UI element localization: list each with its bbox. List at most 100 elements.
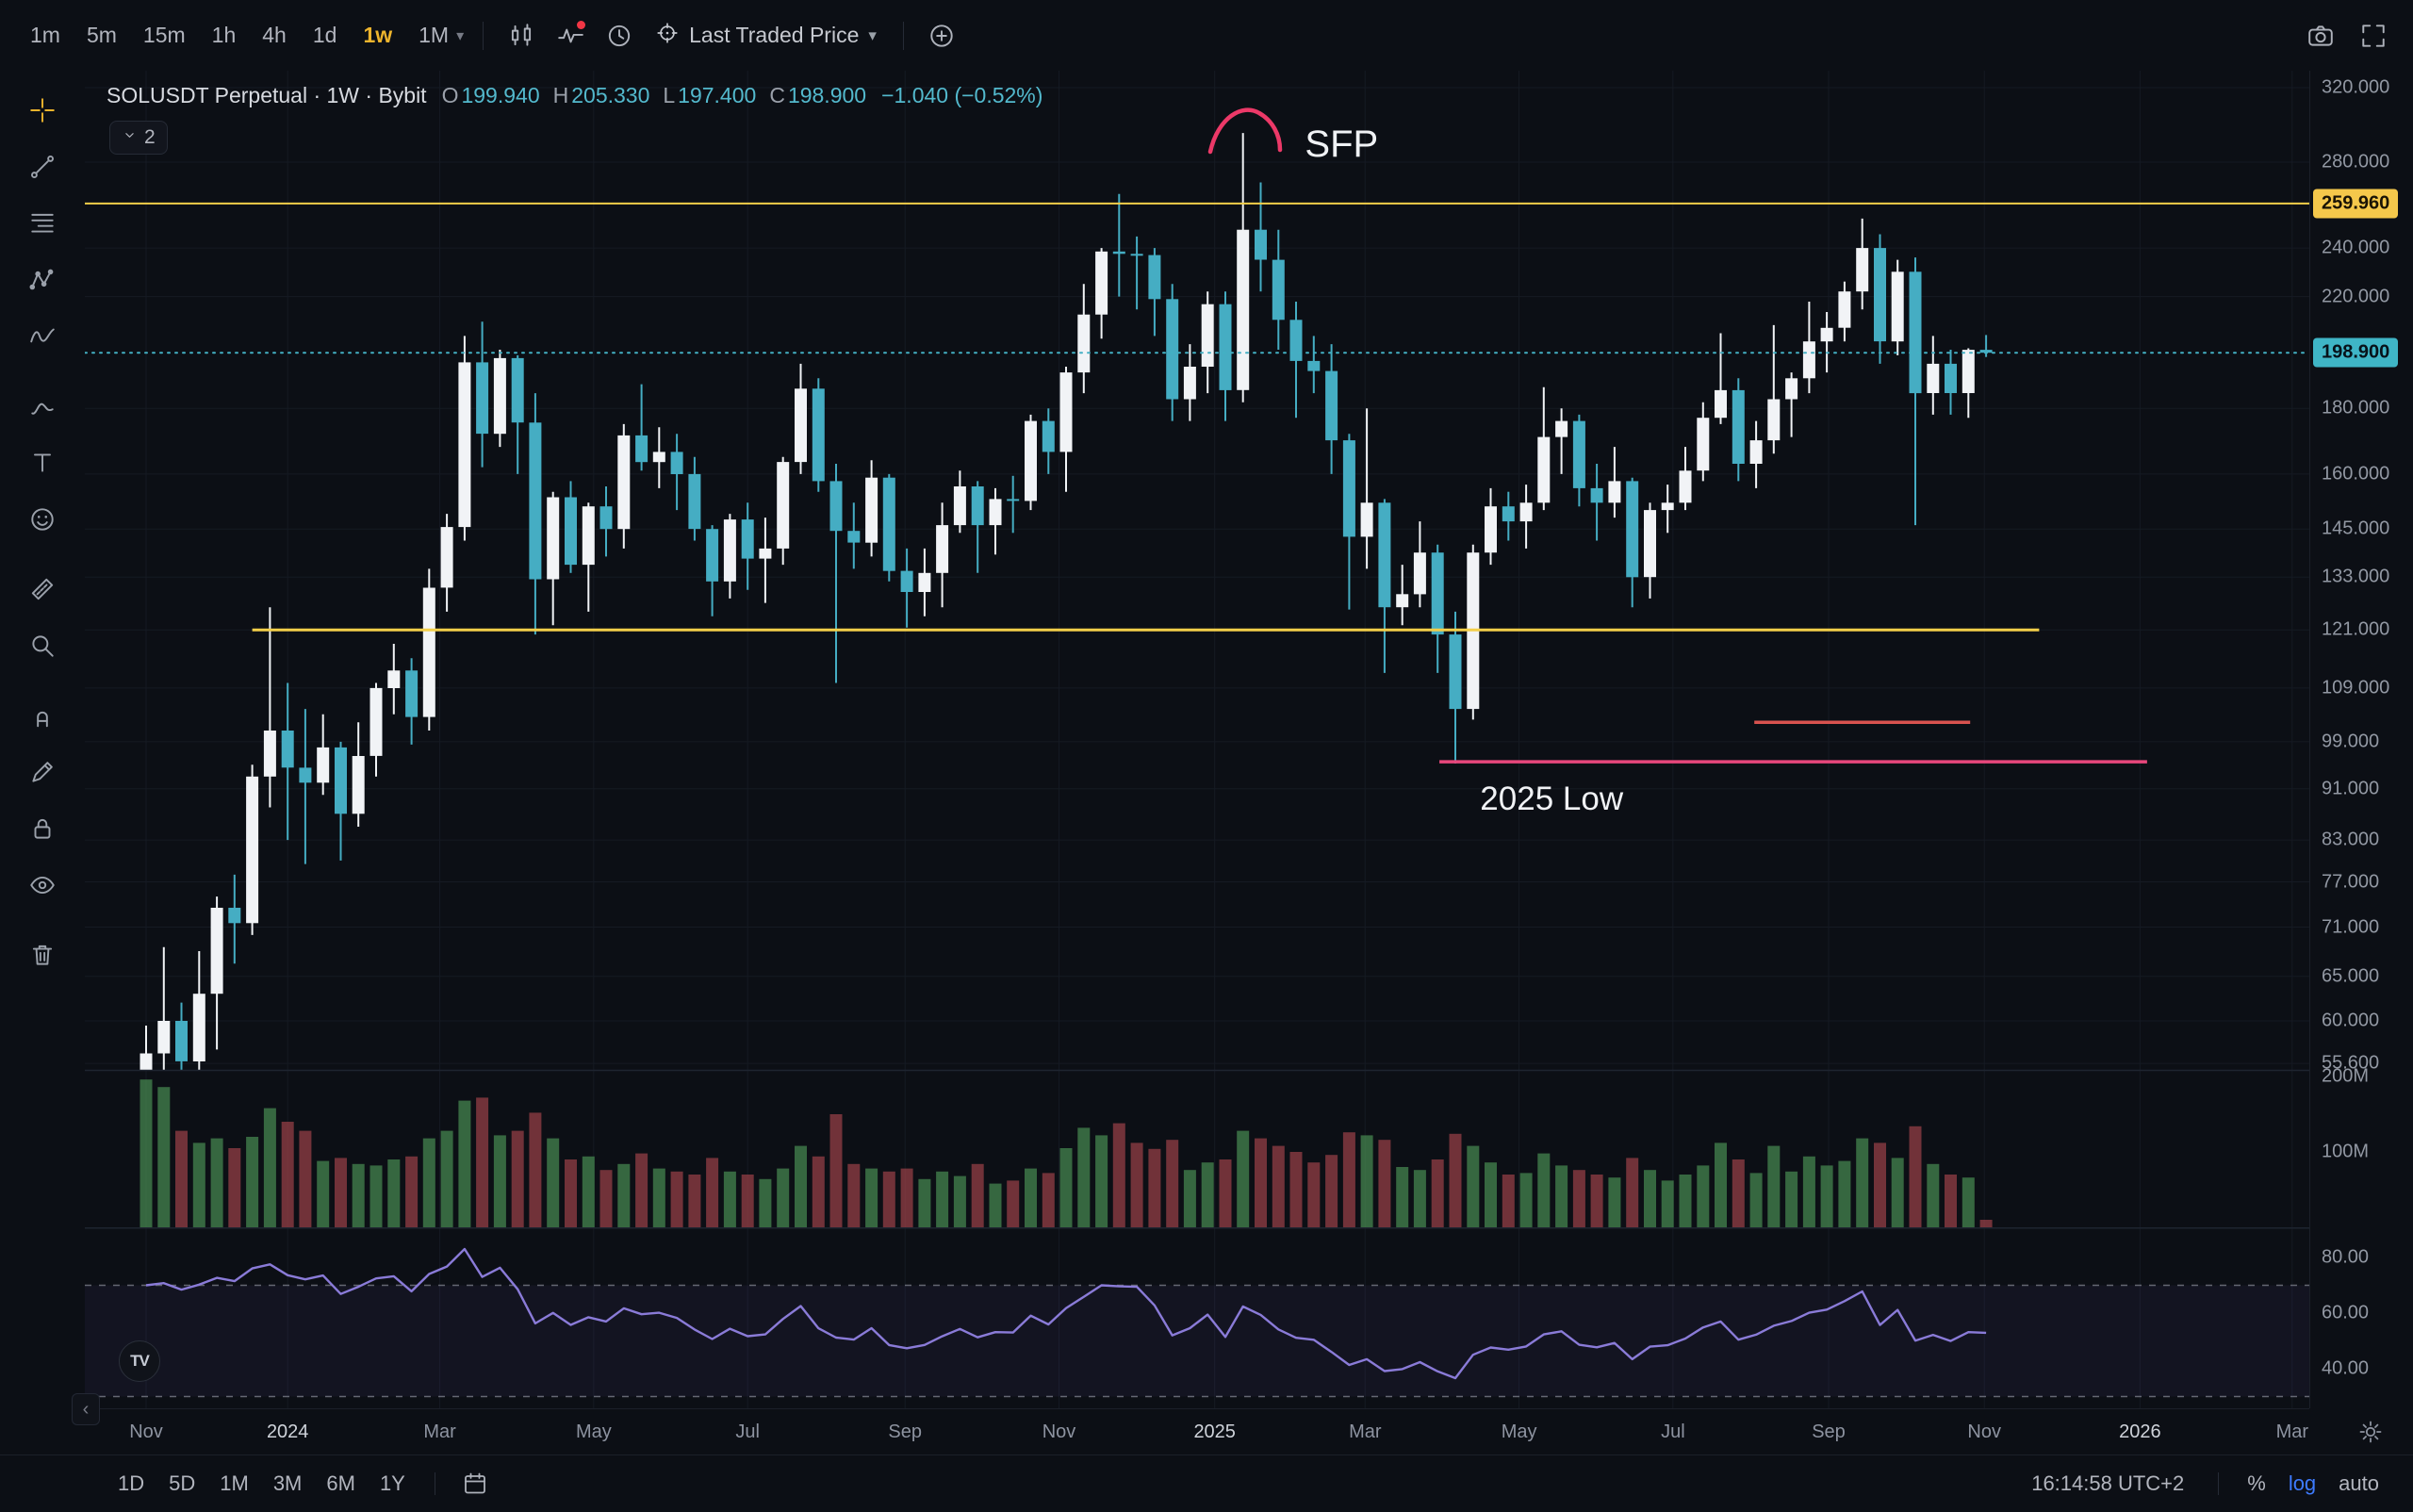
toolbar-divider [902,21,904,50]
time-tick: 2024 [266,1422,309,1442]
price-tick: 71.000 [2322,916,2380,937]
object-tree-chip[interactable]: 2 [109,121,168,155]
price-source-dropdown[interactable]: Last Traded Price ▾ [644,15,888,57]
alert-clock-icon[interactable] [597,13,642,58]
symbol-legend[interactable]: SOLUSDT Perpetual · 1W · Bybit O 199.940 H… [107,83,1042,108]
tool-xabcd-pattern[interactable] [15,252,70,308]
tool-text[interactable] [15,435,70,491]
chevron-down-icon [122,126,138,149]
volume-bars [140,1079,1993,1227]
tool-eye[interactable] [15,857,70,913]
price-tick: 77.000 [2322,871,2380,892]
tool-elliott-wave[interactable] [15,308,70,365]
indicators-icon [558,28,583,42]
tool-zoom[interactable] [15,617,70,674]
price-source-icon [655,21,680,51]
ohlc-values: O 199.940 H 205.330 L 197.400 C 198.900 [442,83,867,108]
clock[interactable]: 16:14:58 UTC+2 [2031,1471,2185,1495]
add-alert-button[interactable] [919,13,964,58]
tool-trash[interactable] [15,927,70,983]
toolbar-right-icons [2298,13,2396,58]
range-1M[interactable]: 1M [207,1465,261,1503]
eye-icon [30,877,55,894]
tradingview-logo[interactable]: TV [119,1340,160,1382]
ohlc-O: O 199.940 [441,83,540,107]
sfp-arc [1207,107,1283,155]
low-2025-label: 2025 Low [1480,781,1624,817]
timeframe-menu-caret[interactable]: ▾ [456,27,465,44]
tool-crosshair[interactable] [15,82,70,139]
timeframe-15m[interactable]: 15m [130,15,199,56]
timeframe-group: 1m 5m 15m 1h 4h 1d 1w 1M ▾ [17,15,468,56]
fullscreen-icon[interactable] [2351,13,2396,58]
timeframe-5m[interactable]: 5m [74,15,130,56]
timeframe-1M[interactable]: 1M [405,15,462,56]
tool-magnet[interactable] [15,687,70,744]
price-tick: 180.000 [2322,397,2390,419]
range-5D[interactable]: 5D [156,1465,207,1503]
tool-trend-line[interactable] [15,139,70,195]
timeframe-1h[interactable]: 1h [199,15,250,56]
time-tick: May [575,1422,612,1442]
price-badge[interactable]: 198.900 [2313,337,2399,368]
time-tick: Nov [1042,1422,1076,1442]
symbol-title[interactable]: SOLUSDT Perpetual · 1W · Bybit [107,83,427,107]
price-tick: 60.000 [2322,1010,2380,1031]
timeframe-1d[interactable]: 1d [300,15,351,56]
grid [85,71,2309,1408]
price-source-label: Last Traded Price [689,23,860,47]
price-tick: 121.000 [2322,618,2390,640]
pencil-icon [32,762,53,782]
tool-lock[interactable] [15,800,70,857]
axis-settings-gear-icon[interactable] [2352,1414,2389,1452]
time-tick: May [1501,1422,1537,1442]
time-tick: Mar [1349,1422,1382,1442]
plus-circle-icon [930,24,953,47]
tool-group [15,561,70,674]
price-tick: 109.000 [2322,677,2390,698]
time-tick: Jul [735,1422,760,1442]
scale-%[interactable]: % [2236,1465,2277,1503]
chevron-down-icon [125,133,134,138]
ohlc-H: H 205.330 [552,83,650,107]
annotations[interactable]: SFP 2025 Low [1207,107,1624,817]
camera-icon[interactable] [2298,13,2343,58]
tool-fib-retracement[interactable] [15,195,70,252]
tool-group [15,378,70,548]
tool-ruler[interactable] [15,561,70,617]
scale-log[interactable]: log [2277,1465,2327,1503]
tool-brush[interactable] [15,378,70,435]
price-tick: 91.000 [2322,778,2380,799]
go-to-date-button[interactable] [452,1461,498,1506]
price-axis[interactable]: 320.000 280.000 240.000 220.000 180.000 160.0… [2309,71,2413,1408]
chart-style-icon[interactable] [499,13,544,58]
price-badge[interactable]: 259.960 [2313,189,2399,219]
timeframe-4h[interactable]: 4h [249,15,300,56]
tool-pencil[interactable] [15,744,70,800]
ohlc-L: L 197.400 [663,83,757,107]
rsi-tick: 40.00 [2322,1357,2370,1379]
time-tick: Sep [1812,1422,1846,1442]
drawing-lines[interactable] [85,202,2309,764]
time-axis[interactable]: Nov 2024 Mar May Jul Sep Nov 2025 Mar May Jul Sep No… [85,1408,2309,1454]
price-change: −1.040 (−0.52%) [881,83,1043,107]
range-6M[interactable]: 6M [314,1465,368,1503]
timeframe-1m[interactable]: 1m [17,15,74,56]
elliott-wave-icon [30,328,55,343]
collapse-toolbar-button[interactable]: ‹ [72,1393,100,1425]
time-tick: Nov [129,1422,163,1442]
range-1D[interactable]: 1D [106,1465,156,1503]
indicators-icon[interactable] [548,13,593,58]
timeframe-1w[interactable]: 1w [350,15,405,56]
range-3M[interactable]: 3M [261,1465,315,1503]
scale-auto[interactable]: auto [2327,1465,2390,1503]
tool-emoji[interactable] [15,491,70,548]
range-1Y[interactable]: 1Y [368,1465,418,1503]
price-tick: 145.000 [2322,518,2390,539]
gear-icon [2359,1421,2382,1442]
alert-clock-icon [608,25,631,46]
drawing-toolbar [0,71,85,1454]
time-tick: Sep [888,1422,922,1442]
price-chart[interactable]: SFP 2025 Low [85,71,2309,1408]
scope-icon [657,22,678,43]
